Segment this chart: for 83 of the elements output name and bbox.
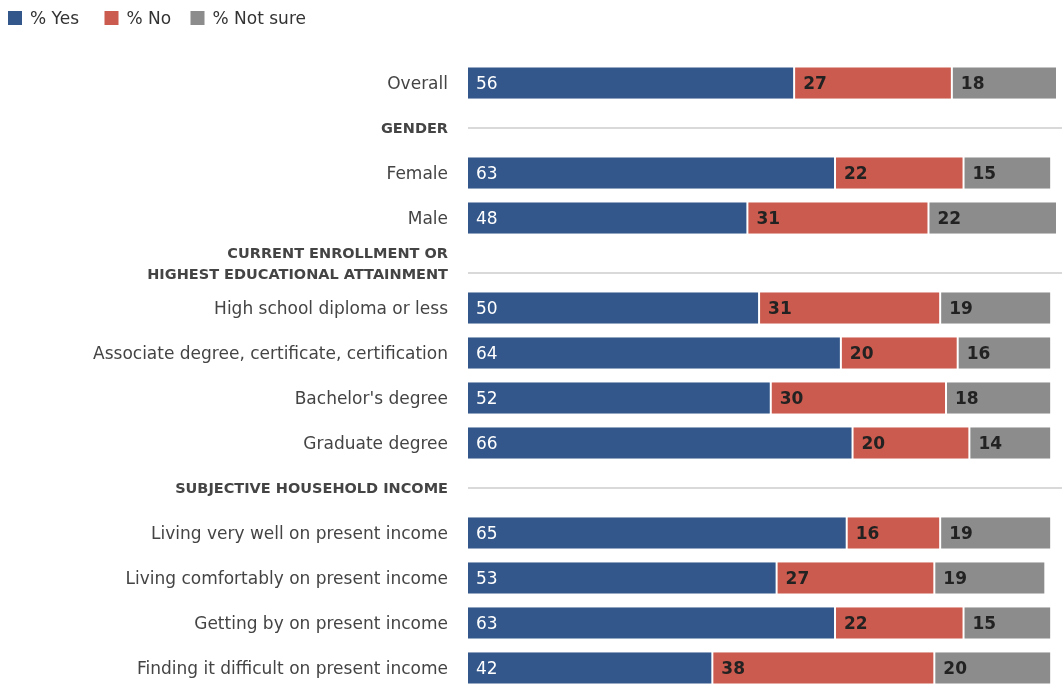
data-label: 27 — [785, 567, 810, 588]
data-label: 65 — [476, 522, 498, 543]
bar — [947, 382, 1051, 414]
data-label: 27 — [803, 72, 827, 93]
legend-label: % Yes — [30, 7, 80, 28]
data-label: 63 — [476, 612, 498, 633]
bar — [468, 562, 776, 594]
y-tick-label: GENDER — [380, 120, 448, 137]
data-label: 56 — [476, 72, 498, 93]
bar — [468, 337, 840, 369]
data-label: 63 — [476, 162, 498, 183]
bar — [468, 652, 712, 684]
data-label: 19 — [949, 297, 973, 318]
y-tick-label: Living comfortably on present income — [125, 567, 448, 588]
data-label: 18 — [955, 387, 979, 408]
data-label: 20 — [943, 657, 968, 678]
data-label: 16 — [855, 522, 880, 543]
bar — [964, 607, 1051, 639]
data-label: 30 — [779, 387, 804, 408]
y-tick-label: Getting by on present income — [194, 612, 448, 633]
data-label: 50 — [476, 297, 498, 318]
data-label: 14 — [978, 432, 1003, 453]
y-tick-label: Living very well on present income — [150, 522, 448, 543]
bar — [964, 157, 1051, 189]
data-label: 15 — [972, 162, 997, 183]
y-tick-label: Female — [386, 162, 448, 183]
bar — [836, 607, 963, 639]
bar — [958, 337, 1051, 369]
bar — [853, 427, 969, 459]
data-label: 20 — [861, 432, 886, 453]
data-label: 31 — [756, 207, 781, 228]
legend-label: % Not sure — [212, 7, 306, 28]
bar — [941, 292, 1051, 324]
bar — [713, 652, 934, 684]
data-label: 22 — [937, 207, 962, 228]
y-tick-label: SUBJECTIVE HOUSEHOLD INCOME — [175, 480, 448, 497]
bar — [929, 202, 1056, 234]
data-label: 48 — [476, 207, 498, 228]
data-label: 38 — [721, 657, 746, 678]
bar — [760, 292, 940, 324]
y-tick-label: Graduate degree — [303, 432, 448, 453]
bar — [468, 607, 835, 639]
data-label: 53 — [476, 567, 498, 588]
legend-label: % No — [126, 7, 172, 28]
y-tick-label: CURRENT ENROLLMENT OR HIGHEST EDUCATIONAL ATTAINMENT — [147, 244, 449, 282]
data-label: 18 — [960, 72, 985, 93]
bar — [468, 382, 770, 414]
bar — [748, 202, 928, 234]
y-tick-label: High school diploma or less — [214, 297, 449, 318]
data-label: 16 — [966, 342, 991, 363]
y-tick-label: Associate degree, certificate, certification — [93, 342, 448, 363]
data-label: 52 — [476, 387, 498, 408]
bar — [771, 382, 946, 414]
bar — [468, 292, 759, 324]
y-tick-label: Male — [407, 207, 448, 228]
data-label: 20 — [849, 342, 874, 363]
data-label: 19 — [949, 522, 973, 543]
bar — [970, 427, 1051, 459]
bar — [468, 157, 835, 189]
bar — [847, 517, 940, 549]
bar — [935, 562, 1045, 594]
y-tick-label: Overall — [387, 72, 448, 93]
data-label: 15 — [972, 612, 997, 633]
data-label: 31 — [768, 297, 792, 318]
bar — [468, 202, 747, 234]
bar — [468, 427, 852, 459]
bar — [795, 67, 951, 99]
bar — [836, 157, 963, 189]
bar — [468, 67, 794, 99]
bar — [841, 337, 957, 369]
data-label: 64 — [476, 342, 498, 363]
y-tick-label: Bachelor's degree — [294, 387, 448, 408]
data-label: 22 — [844, 162, 868, 183]
data-label: 66 — [476, 432, 498, 453]
bar — [468, 517, 846, 549]
data-label: 19 — [943, 567, 967, 588]
bar — [941, 517, 1051, 549]
data-label: 42 — [476, 657, 498, 678]
y-tick-label: Finding it difficult on present income — [136, 657, 448, 678]
bar — [935, 652, 1051, 684]
data-label: 22 — [844, 612, 868, 633]
bar — [777, 562, 934, 594]
bar — [952, 67, 1056, 99]
